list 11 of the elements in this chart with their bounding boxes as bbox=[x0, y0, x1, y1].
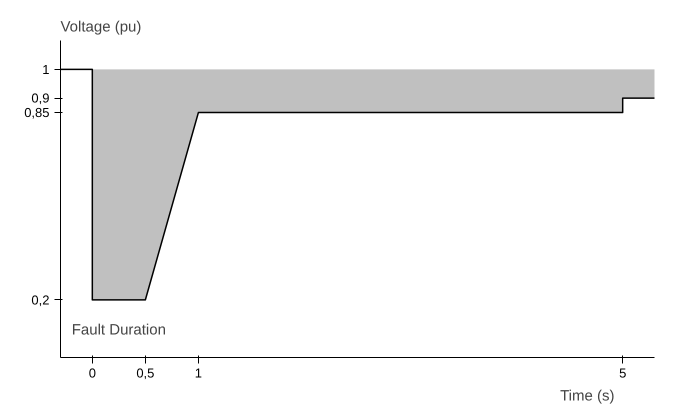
y-tick-label: 0,85 bbox=[24, 105, 50, 120]
x-tick-label: 0,5 bbox=[136, 366, 154, 380]
y-axis-title: Voltage (pu) bbox=[60, 18, 142, 36]
x-tick-label: 0 bbox=[88, 366, 96, 380]
annotation: Fault Duration bbox=[72, 321, 166, 338]
x-axis-title: Time (s) bbox=[560, 388, 615, 404]
y-tick-label: 0,2 bbox=[31, 292, 50, 308]
x-tick-label: 5 bbox=[619, 366, 626, 380]
y-tick-label: 1 bbox=[42, 62, 50, 77]
y-tick-label: 0,9 bbox=[31, 90, 50, 106]
x-tick-label: 1 bbox=[194, 366, 202, 380]
